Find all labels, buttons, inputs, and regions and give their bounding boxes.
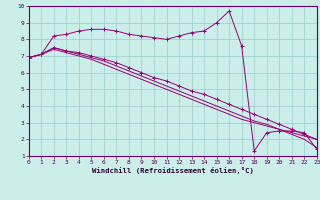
X-axis label: Windchill (Refroidissement éolien,°C): Windchill (Refroidissement éolien,°C) — [92, 167, 254, 174]
